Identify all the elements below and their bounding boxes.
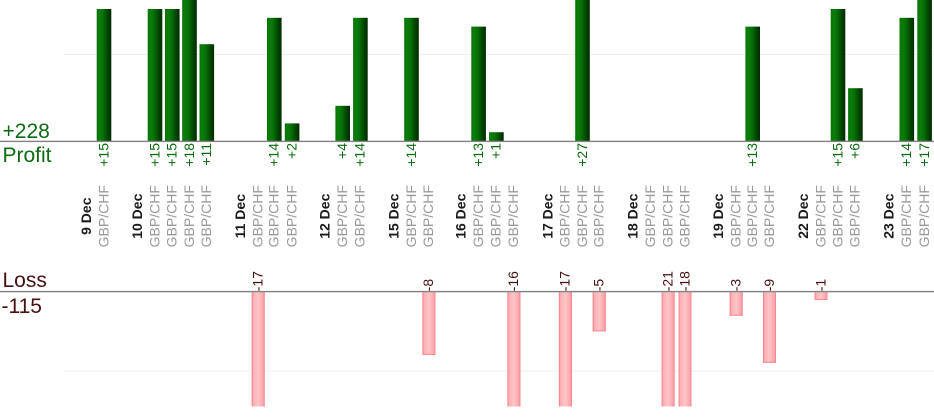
- svg-text:GBP/CHF: GBP/CHF: [488, 185, 504, 247]
- svg-text:GBP/CHF: GBP/CHF: [574, 185, 590, 247]
- svg-text:GBP/CHF: GBP/CHF: [470, 185, 486, 247]
- svg-text:GBP/CHF: GBP/CHF: [744, 185, 760, 247]
- svg-text:+228: +228: [3, 120, 50, 143]
- svg-text:GBP/CHF: GBP/CHF: [642, 185, 658, 247]
- svg-text:GBP/CHF: GBP/CHF: [352, 185, 368, 247]
- svg-text:-16: -16: [505, 271, 521, 291]
- svg-text:19 Dec: 19 Dec: [710, 193, 726, 238]
- svg-text:-8: -8: [420, 279, 436, 292]
- svg-text:17 Dec: 17 Dec: [539, 193, 555, 238]
- svg-text:+4: +4: [334, 143, 350, 159]
- svg-text:GBP/CHF: GBP/CHF: [761, 185, 777, 247]
- svg-text:GBP/CHF: GBP/CHF: [728, 185, 744, 247]
- svg-text:+15: +15: [164, 143, 180, 167]
- svg-text:9 Dec: 9 Dec: [78, 197, 94, 235]
- svg-text:+14: +14: [352, 143, 368, 167]
- svg-text:GBP/CHF: GBP/CHF: [164, 185, 180, 247]
- svg-text:GBP/CHF: GBP/CHF: [420, 185, 436, 247]
- svg-text:+15: +15: [95, 143, 111, 167]
- svg-text:15 Dec: 15 Dec: [385, 193, 401, 238]
- svg-text:+2: +2: [283, 143, 299, 159]
- svg-text:GBP/CHF: GBP/CHF: [916, 185, 932, 247]
- svg-text:GBP/CHF: GBP/CHF: [403, 185, 419, 247]
- svg-text:GBP/CHF: GBP/CHF: [676, 185, 692, 247]
- svg-text:GBP/CHF: GBP/CHF: [557, 185, 573, 247]
- svg-text:GBP/CHF: GBP/CHF: [250, 185, 266, 247]
- svg-text:+14: +14: [266, 143, 282, 167]
- svg-text:-17: -17: [557, 271, 573, 291]
- svg-text:+15: +15: [829, 143, 845, 167]
- svg-text:GBP/CHF: GBP/CHF: [591, 185, 607, 247]
- svg-text:-5: -5: [591, 279, 607, 292]
- svg-text:+14: +14: [403, 143, 419, 167]
- svg-text:-3: -3: [728, 279, 744, 292]
- svg-text:GBP/CHF: GBP/CHF: [847, 185, 863, 247]
- svg-text:+17: +17: [916, 143, 932, 167]
- svg-text:12 Dec: 12 Dec: [317, 193, 333, 238]
- svg-text:16 Dec: 16 Dec: [453, 193, 469, 238]
- svg-text:GBP/CHF: GBP/CHF: [829, 185, 845, 247]
- svg-text:-17: -17: [250, 271, 266, 291]
- svg-text:GBP/CHF: GBP/CHF: [181, 185, 197, 247]
- svg-text:11 Dec: 11 Dec: [232, 194, 248, 239]
- svg-text:-115: -115: [2, 295, 42, 318]
- svg-text:-9: -9: [761, 279, 777, 292]
- svg-text:GBP/CHF: GBP/CHF: [659, 185, 675, 247]
- svg-text:GBP/CHF: GBP/CHF: [198, 185, 214, 247]
- svg-text:+1: +1: [488, 143, 504, 159]
- svg-text:GBP/CHF: GBP/CHF: [266, 185, 282, 247]
- svg-text:-21: -21: [659, 271, 675, 291]
- svg-text:+14: +14: [898, 143, 914, 167]
- svg-text:Profit: Profit: [3, 144, 52, 167]
- svg-text:+27: +27: [574, 143, 590, 167]
- svg-text:+15: +15: [146, 143, 162, 167]
- svg-text:+6: +6: [847, 143, 863, 159]
- svg-text:Loss: Loss: [3, 269, 47, 292]
- svg-text:22 Dec: 22 Dec: [795, 193, 811, 238]
- svg-text:GBP/CHF: GBP/CHF: [812, 185, 828, 247]
- svg-text:18 Dec: 18 Dec: [625, 193, 641, 238]
- svg-text:-1: -1: [812, 279, 828, 292]
- svg-text:10 Dec: 10 Dec: [129, 193, 145, 238]
- svg-text:+18: +18: [181, 143, 197, 167]
- svg-text:+11: +11: [198, 143, 214, 166]
- svg-text:+13: +13: [744, 143, 760, 167]
- svg-text:GBP/CHF: GBP/CHF: [505, 185, 521, 247]
- svg-text:GBP/CHF: GBP/CHF: [334, 185, 350, 247]
- svg-text:+13: +13: [470, 143, 486, 167]
- svg-text:GBP/CHF: GBP/CHF: [146, 185, 162, 247]
- svg-text:GBP/CHF: GBP/CHF: [898, 185, 914, 247]
- svg-text:GBP/CHF: GBP/CHF: [283, 185, 299, 247]
- svg-text:GBP/CHF: GBP/CHF: [95, 185, 111, 247]
- svg-text:23 Dec: 23 Dec: [881, 193, 897, 238]
- svg-text:-18: -18: [676, 271, 692, 291]
